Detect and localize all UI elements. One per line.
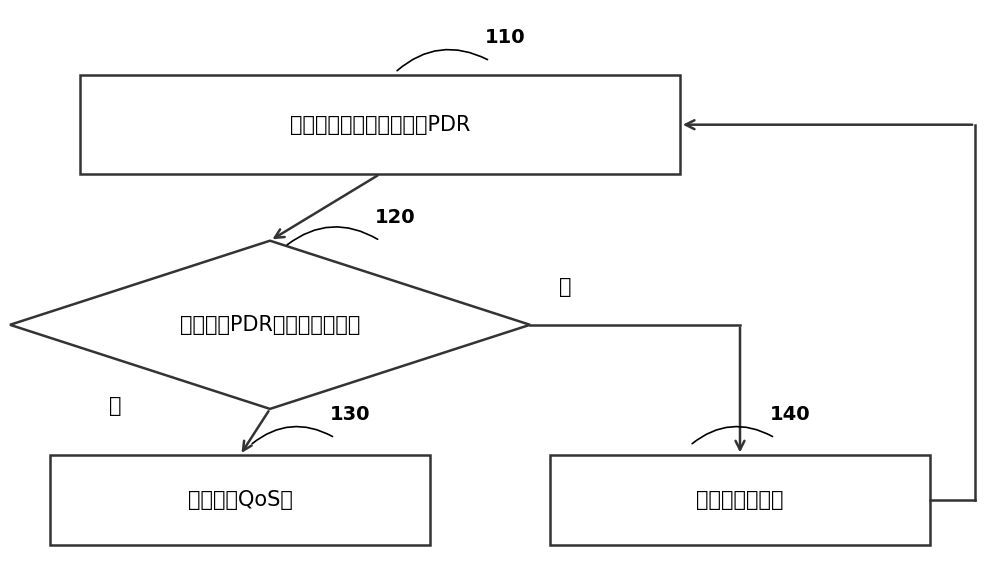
Polygon shape xyxy=(10,241,530,409)
Text: 110: 110 xyxy=(485,28,525,47)
Text: 140: 140 xyxy=(770,405,810,424)
Text: 120: 120 xyxy=(375,208,415,227)
Text: 是: 是 xyxy=(109,396,121,416)
FancyBboxPatch shape xyxy=(80,75,680,174)
FancyBboxPatch shape xyxy=(550,455,930,545)
Text: 否: 否 xyxy=(559,277,571,297)
Text: 选取其他优先级: 选取其他优先级 xyxy=(696,490,784,510)
FancyBboxPatch shape xyxy=(50,455,430,545)
Text: 130: 130 xyxy=(330,405,370,424)
Text: 确定匹配QoS流: 确定匹配QoS流 xyxy=(188,490,292,510)
Text: 根据优选优先级确定候选PDR: 根据优选优先级确定候选PDR xyxy=(290,115,470,135)
Text: 判断候选PDR是否匹配数据包: 判断候选PDR是否匹配数据包 xyxy=(180,315,360,335)
